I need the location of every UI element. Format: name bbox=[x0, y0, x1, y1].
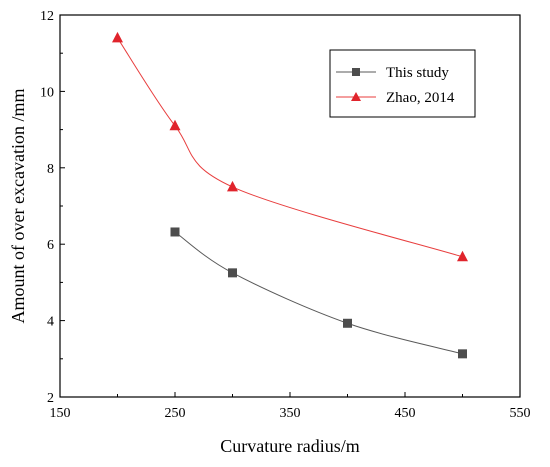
y-tick-label: 6 bbox=[47, 238, 54, 253]
x-tick-label: 250 bbox=[165, 406, 186, 421]
x-tick-label: 350 bbox=[280, 406, 301, 421]
y-tick-label: 8 bbox=[47, 162, 54, 177]
data-point-zhao-2014 bbox=[457, 250, 468, 262]
y-axis-title: Amount of over excavation /mm bbox=[8, 89, 28, 324]
data-point-this-study bbox=[170, 227, 180, 237]
data-point-this-study bbox=[343, 318, 352, 328]
legend: This study Zhao, 2014 bbox=[329, 49, 476, 118]
x-tick-label: 450 bbox=[395, 406, 416, 421]
series-layer bbox=[112, 31, 468, 359]
data-point-zhao-2014 bbox=[169, 119, 181, 131]
y-tick-label: 10 bbox=[40, 85, 54, 100]
y-tick-label: 4 bbox=[47, 315, 54, 330]
data-point-zhao-2014 bbox=[227, 180, 238, 192]
legend-marker-this-study bbox=[352, 68, 360, 76]
legend-label-zhao-2014: Zhao, 2014 bbox=[386, 90, 455, 106]
series-line-zhao-2014 bbox=[117, 37, 463, 258]
data-point-this-study bbox=[228, 268, 237, 278]
legend-box bbox=[329, 49, 476, 118]
x-tick-label: 550 bbox=[510, 406, 531, 421]
y-tick-label: 12 bbox=[40, 9, 54, 24]
y-tick-label: 2 bbox=[47, 391, 54, 406]
x-tick-label: 150 bbox=[50, 406, 71, 421]
ticks-layer: 150 250 350 450 550 2 4 6 8 10 12 bbox=[40, 9, 531, 421]
legend-marker-zhao-2014 bbox=[351, 92, 361, 101]
legend-label-this-study: This study bbox=[386, 65, 449, 81]
x-axis-title: Curvature radius/m bbox=[220, 436, 359, 456]
series-line-this-study bbox=[174, 231, 463, 355]
data-point-zhao-2014 bbox=[112, 31, 123, 43]
data-point-this-study bbox=[458, 349, 467, 359]
